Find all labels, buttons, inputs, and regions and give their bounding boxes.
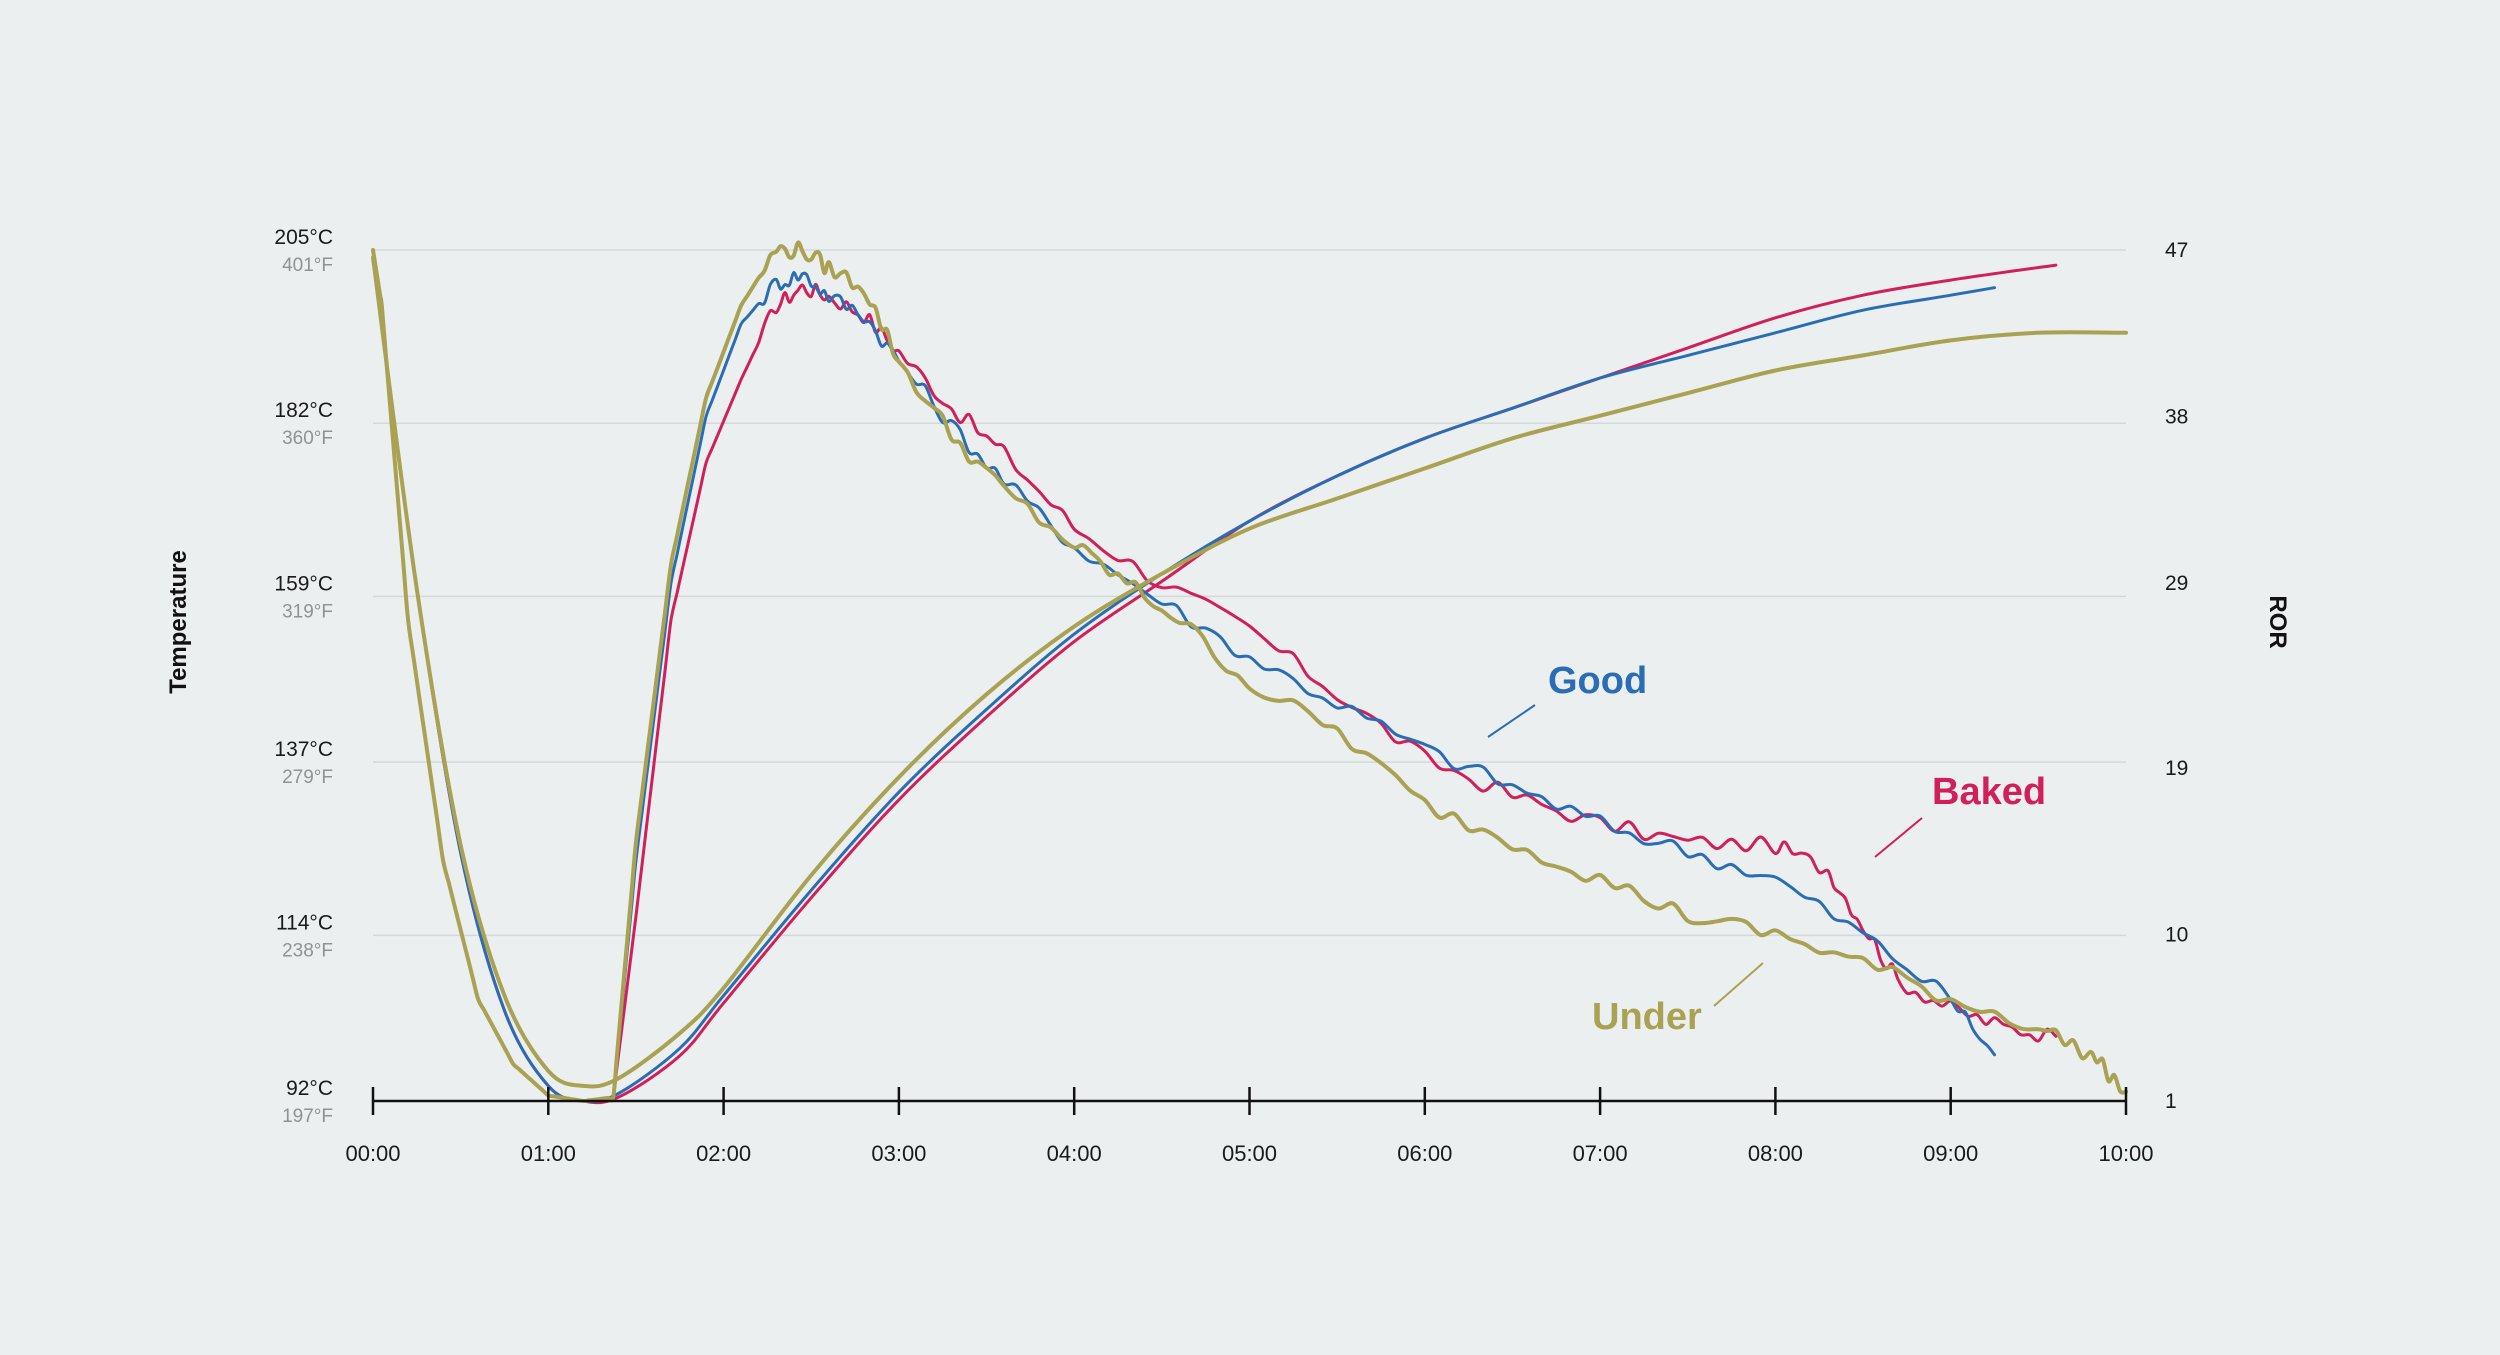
series-annotations: Good Baked Under xyxy=(1487,660,2046,1038)
x-tick-label: 05:00 xyxy=(1222,1141,1277,1166)
good-leader-line xyxy=(1487,704,1536,738)
y-axis-right-title: ROR xyxy=(2264,595,2291,648)
x-tick-label: 06:00 xyxy=(1397,1141,1452,1166)
y-right-tick-label: 19 xyxy=(2165,757,2188,780)
y-tick-label-celsius: 205°C xyxy=(274,226,333,249)
x-tick-label: 08:00 xyxy=(1748,1141,1803,1166)
y-right-tick-label: 38 xyxy=(2165,406,2188,429)
y-tick-label-celsius: 137°C xyxy=(274,738,333,761)
y-tick-label-celsius: 182°C xyxy=(274,399,333,422)
x-tick-label: 10:00 xyxy=(2098,1141,2153,1166)
under-leader-line xyxy=(1713,962,1764,1007)
x-tick-label: 03:00 xyxy=(871,1141,926,1166)
x-tick-label: 07:00 xyxy=(1573,1141,1628,1166)
x-tick-label: 04:00 xyxy=(1047,1141,1102,1166)
y-axis-right-labels: 47 38 29 19 10 1 xyxy=(2165,239,2188,1113)
x-tick-label: 02:00 xyxy=(696,1141,751,1166)
y-tick-label-celsius: 114°C xyxy=(276,911,333,934)
series-curves xyxy=(371,240,2128,1105)
good-label: Good xyxy=(1548,660,1647,702)
y-axis-left-labels: 205°C 401°F 182°C 360°F 159°C 319°F 137°C 279°F… xyxy=(274,226,333,1127)
y-right-tick-label: 10 xyxy=(2165,924,2188,947)
baked-label: Baked xyxy=(1932,771,2046,813)
y-tick-label-fahrenheit: 279°F xyxy=(282,767,333,788)
y-right-tick-label: 29 xyxy=(2165,572,2188,595)
y-tick-label-celsius: 159°C xyxy=(274,572,333,595)
bean-temp-line-under xyxy=(371,255,2128,1089)
y-tick-label-celsius: 92°C xyxy=(286,1077,333,1100)
y-tick-label-fahrenheit: 319°F xyxy=(282,601,333,622)
baked-leader-line xyxy=(1874,817,1923,858)
y-right-tick-label: 1 xyxy=(2165,1090,2177,1113)
x-tick-label: 01:00 xyxy=(521,1141,576,1166)
y-tick-label-fahrenheit: 197°F xyxy=(282,1106,333,1127)
y-tick-label-fahrenheit: 238°F xyxy=(282,940,333,961)
x-axis-labels: 00:00 01:00 02:00 03:00 04:00 05:00 06:00 07:00… xyxy=(345,1141,2153,1166)
x-tick-label: 09:00 xyxy=(1923,1141,1978,1166)
y-axis-title: Temperature xyxy=(165,550,192,694)
y-tick-label-fahrenheit: 360°F xyxy=(282,428,333,449)
axes xyxy=(371,1087,2128,1115)
under-label: Under xyxy=(1592,996,1702,1038)
bean-temp-line-good xyxy=(371,256,1996,1104)
y-tick-label-fahrenheit: 401°F xyxy=(282,255,333,276)
x-tick-label: 00:00 xyxy=(345,1141,400,1166)
y-right-tick-label: 47 xyxy=(2165,239,2188,262)
ror-line-under xyxy=(371,240,2128,1104)
